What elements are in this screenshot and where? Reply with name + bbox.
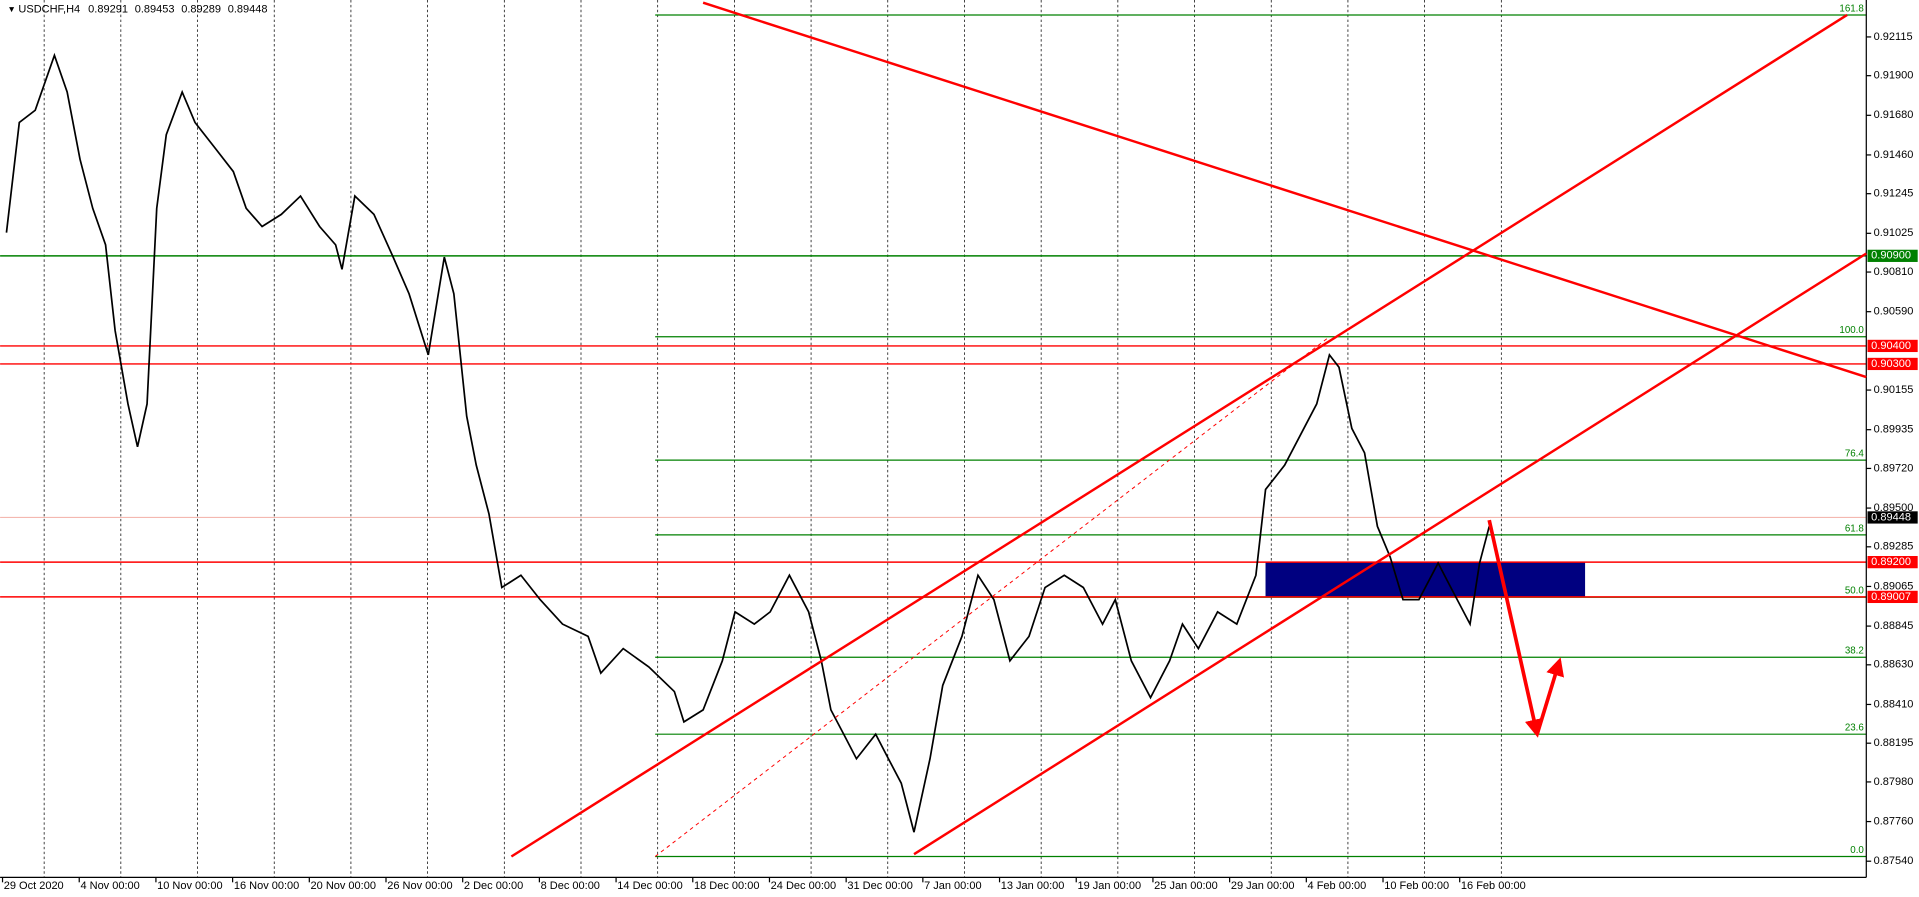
- x-tick-label: 2 Dec 00:00: [464, 880, 523, 892]
- quote-value: 0.89291: [88, 4, 128, 16]
- y-tick-label: 0.90810: [1874, 266, 1914, 278]
- trendline: [510, 13, 1848, 858]
- x-tick-label: 16 Feb 00:00: [1461, 880, 1526, 892]
- last-price-tag: [1867, 511, 1918, 524]
- arrow: [1535, 657, 1565, 735]
- zone: [1265, 562, 1586, 597]
- symbol: USDCHF,H4: [18, 4, 80, 16]
- x-tick-label: 20 Nov 00:00: [311, 880, 376, 892]
- y-tick-label: 0.89285: [1874, 541, 1914, 553]
- level-tag: [1867, 357, 1918, 371]
- y-tick-label: 0.92115: [1874, 31, 1913, 43]
- y-tick-label: 0.91460: [1874, 149, 1914, 161]
- x-tick-label: 26 Nov 00:00: [387, 880, 452, 892]
- x-tick-label: 31 Dec 00:00: [847, 880, 912, 892]
- level-label: 0.90400: [1871, 340, 1911, 352]
- x-tick-label: 10 Nov 00:00: [157, 880, 222, 892]
- x-tick-label: 16 Nov 00:00: [234, 880, 299, 892]
- y-tick-label: 0.88845: [1874, 620, 1914, 632]
- level-label: 0.89007: [1871, 591, 1911, 603]
- y-tick-label: 0.88630: [1874, 659, 1914, 671]
- x-tick-label: 4 Nov 00:00: [80, 880, 139, 892]
- menu-arrow[interactable]: ▼: [7, 4, 15, 14]
- trendline: [702, 1, 1867, 379]
- y-tick-label: 0.87760: [1874, 815, 1914, 827]
- level-label: 0.90300: [1871, 358, 1911, 370]
- y-tick-label: 0.91245: [1874, 188, 1914, 200]
- y-tick-label: 0.89935: [1874, 424, 1914, 436]
- x-tick-label: 19 Jan 00:00: [1077, 880, 1141, 892]
- fib-label: 61.8: [1845, 523, 1864, 534]
- level-label: 0.89200: [1871, 556, 1911, 568]
- level-label: 0.90900: [1871, 250, 1911, 262]
- y-tick-label: 0.90590: [1874, 306, 1914, 318]
- level-tag: [1867, 339, 1918, 353]
- fib-label: 23.6: [1845, 723, 1864, 734]
- level-tag: [1867, 556, 1918, 569]
- y-tick-label: 0.91680: [1874, 109, 1914, 121]
- y-tick-label: 0.89500: [1874, 502, 1914, 514]
- y-tick-label: 0.89065: [1874, 580, 1914, 592]
- quote-value: 0.89448: [228, 4, 268, 16]
- trendline: [913, 252, 1867, 856]
- y-tick-label: 0.87980: [1874, 776, 1914, 788]
- x-tick-label: 10 Feb 00:00: [1384, 880, 1449, 892]
- x-tick-label: 4 Feb 00:00: [1308, 880, 1367, 892]
- last-price-label: 0.89448: [1871, 511, 1911, 523]
- level-tag: [1867, 590, 1918, 604]
- y-tick-label: 0.91025: [1874, 227, 1914, 239]
- fib-label: 76.4: [1845, 449, 1865, 460]
- x-tick-label: 29 Jan 00:00: [1231, 880, 1295, 892]
- fib-label: 50.0: [1845, 586, 1865, 597]
- fib-label: 38.2: [1845, 646, 1864, 657]
- trendline: [654, 336, 1330, 857]
- x-tick-label: 18 Dec 00:00: [694, 880, 759, 892]
- y-tick-label: 0.87540: [1874, 855, 1914, 867]
- fib-label: 100.0: [1839, 325, 1864, 336]
- price-line: [5, 52, 1491, 833]
- arrow: [1487, 519, 1543, 738]
- x-tick-label: 25 Jan 00:00: [1154, 880, 1218, 892]
- y-tick-label: 0.88410: [1874, 698, 1914, 710]
- y-tick-label: 0.89720: [1874, 462, 1914, 474]
- fib-label: 0.0: [1850, 845, 1864, 856]
- x-tick-label: 8 Dec 00:00: [541, 880, 600, 892]
- y-tick-label: 0.91900: [1874, 70, 1914, 82]
- quote-value: 0.89453: [135, 4, 175, 16]
- level-tag: [1867, 249, 1918, 262]
- x-tick-label: 29 Oct 2020: [4, 880, 64, 892]
- fib-label: 161.8: [1839, 3, 1863, 14]
- x-tick-label: 13 Jan 00:00: [1001, 880, 1065, 892]
- x-tick-label: 24 Dec 00:00: [771, 880, 836, 892]
- x-tick-label: 7 Jan 00:00: [924, 880, 982, 892]
- x-tick-label: 14 Dec 00:00: [617, 880, 682, 892]
- y-tick-label: 0.88195: [1874, 737, 1914, 749]
- quote-value: 0.89289: [181, 4, 221, 16]
- y-tick-label: 0.90155: [1874, 384, 1914, 396]
